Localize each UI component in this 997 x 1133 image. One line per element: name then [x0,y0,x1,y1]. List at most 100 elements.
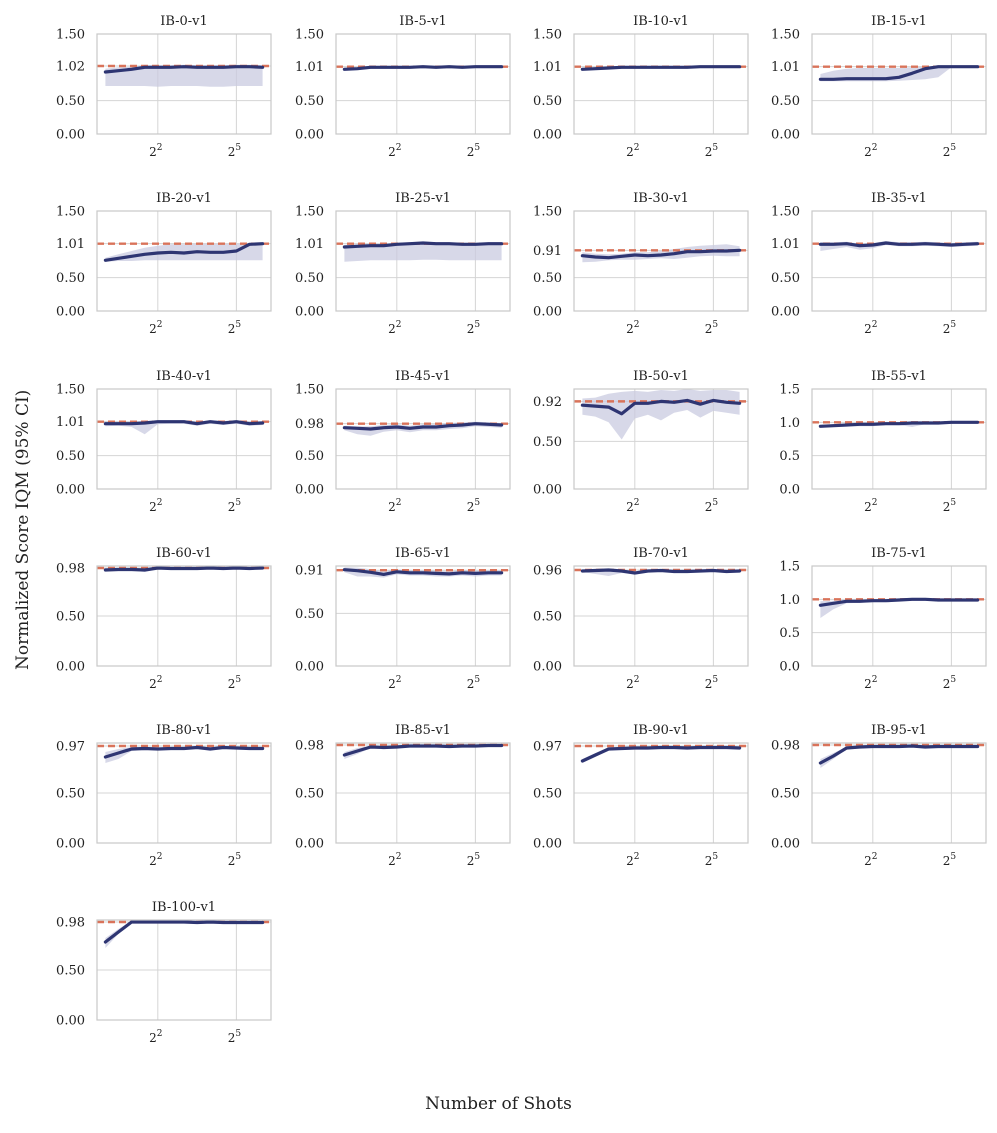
y-tick-label: 1.50 [771,28,800,43]
x-tick-label: 25 [705,498,719,514]
x-tick-exponent: 5 [474,143,480,153]
x-tick-exponent: 5 [235,1029,241,1039]
y-tick-label: 0.50 [56,610,85,625]
y-tick-label: 0.96 [533,564,562,579]
y-tick-label: 1.01 [533,60,562,75]
y-tick-label: 0.00 [56,1014,85,1029]
series-line [818,597,980,607]
y-tick-label: 1.50 [771,205,800,220]
x-tick-label: 25 [705,852,719,868]
series-line [103,420,265,426]
plot-frame [811,388,987,490]
y-tick-label: 0.00 [56,837,85,852]
y-tick-label: 0.97 [533,740,562,755]
y-tick-label: 1.01 [56,415,85,430]
y-tick-label: 0.50 [56,271,85,286]
y-tick-label: 0.50 [533,610,562,625]
y-tick-label: 0.00 [533,837,562,852]
y-tick-label: 0.50 [771,94,800,109]
x-tick-label: 22 [864,320,877,336]
y-tick-label: 1.50 [533,205,562,220]
x-tick-label: 22 [388,320,401,336]
x-tick-label: 25 [943,320,957,336]
x-tick-exponent: 2 [872,852,878,862]
x-tick-label: 25 [467,852,481,868]
x-tick-exponent: 2 [157,498,163,508]
plot-frame [96,388,272,490]
x-tick-label: 25 [228,1029,242,1045]
subplot-title: IB-5-v1 [399,14,447,29]
plot-frame [335,565,511,667]
x-tick-exponent: 2 [634,675,640,685]
subplot-title: IB-45-v1 [395,369,451,384]
x-tick-exponent: 2 [634,852,640,862]
x-tick-label: 22 [864,498,877,514]
x-tick-exponent: 2 [396,675,402,685]
y-tick-label: 0.50 [295,787,324,802]
plot-frame [573,388,749,490]
x-tick-exponent: 2 [396,852,402,862]
y-tick-label: 1.5 [779,383,800,398]
y-tick-label: 0.98 [56,916,85,931]
y-tick-label: 0.50 [533,435,562,450]
x-tick-label: 22 [149,498,162,514]
subplot-title: IB-15-v1 [871,14,927,29]
series-line [342,422,504,431]
y-tick-label: 1.50 [56,383,85,398]
x-tick-exponent: 5 [235,498,241,508]
series-line [103,920,265,944]
y-tick-label: 1.01 [56,237,85,252]
subplot-title: IB-70-v1 [633,546,689,561]
subplot-title: IB-80-v1 [156,723,212,738]
x-tick-exponent: 5 [235,675,241,685]
plot-frame [96,210,272,312]
series-line [342,743,504,757]
y-tick-label: 1.50 [295,383,324,398]
series-line [103,745,265,759]
subplot-title: IB-25-v1 [395,191,451,206]
y-tick-label: 0.00 [295,483,324,498]
y-tick-label: 0.50 [533,787,562,802]
x-tick-exponent: 2 [872,498,878,508]
x-tick-label: 25 [228,320,242,336]
plot-frame [96,919,272,1021]
y-tick-label: 0.97 [56,740,85,755]
y-tick-label: 0.50 [56,787,85,802]
x-tick-label: 25 [467,498,481,514]
subplot-title: IB-85-v1 [395,723,451,738]
series-line [103,65,265,74]
x-tick-label: 25 [943,498,957,514]
plot-frame [96,742,272,844]
y-tick-label: 0.50 [56,449,85,464]
y-tick-label: 0.50 [771,271,800,286]
x-tick-label: 22 [626,498,639,514]
x-tick-exponent: 5 [950,852,956,862]
x-tick-label: 22 [864,852,877,868]
x-tick-exponent: 2 [157,852,163,862]
plot-frame [573,210,749,312]
subplot-title: IB-90-v1 [633,723,689,738]
series-line [103,242,265,262]
x-tick-label: 22 [388,143,401,159]
x-tick-exponent: 5 [712,498,718,508]
subplot-title: IB-35-v1 [871,191,927,206]
plot-frame [335,33,511,135]
subplot-title: IB-95-v1 [871,723,927,738]
y-tick-label: 1.50 [533,28,562,43]
x-tick-exponent: 5 [474,320,480,330]
x-tick-label: 22 [626,852,639,868]
x-tick-label: 25 [228,498,242,514]
y-tick-label: 1.01 [295,60,324,75]
y-tick-label: 0.91 [533,244,562,259]
x-tick-exponent: 5 [950,498,956,508]
y-tick-label: 1.50 [295,205,324,220]
